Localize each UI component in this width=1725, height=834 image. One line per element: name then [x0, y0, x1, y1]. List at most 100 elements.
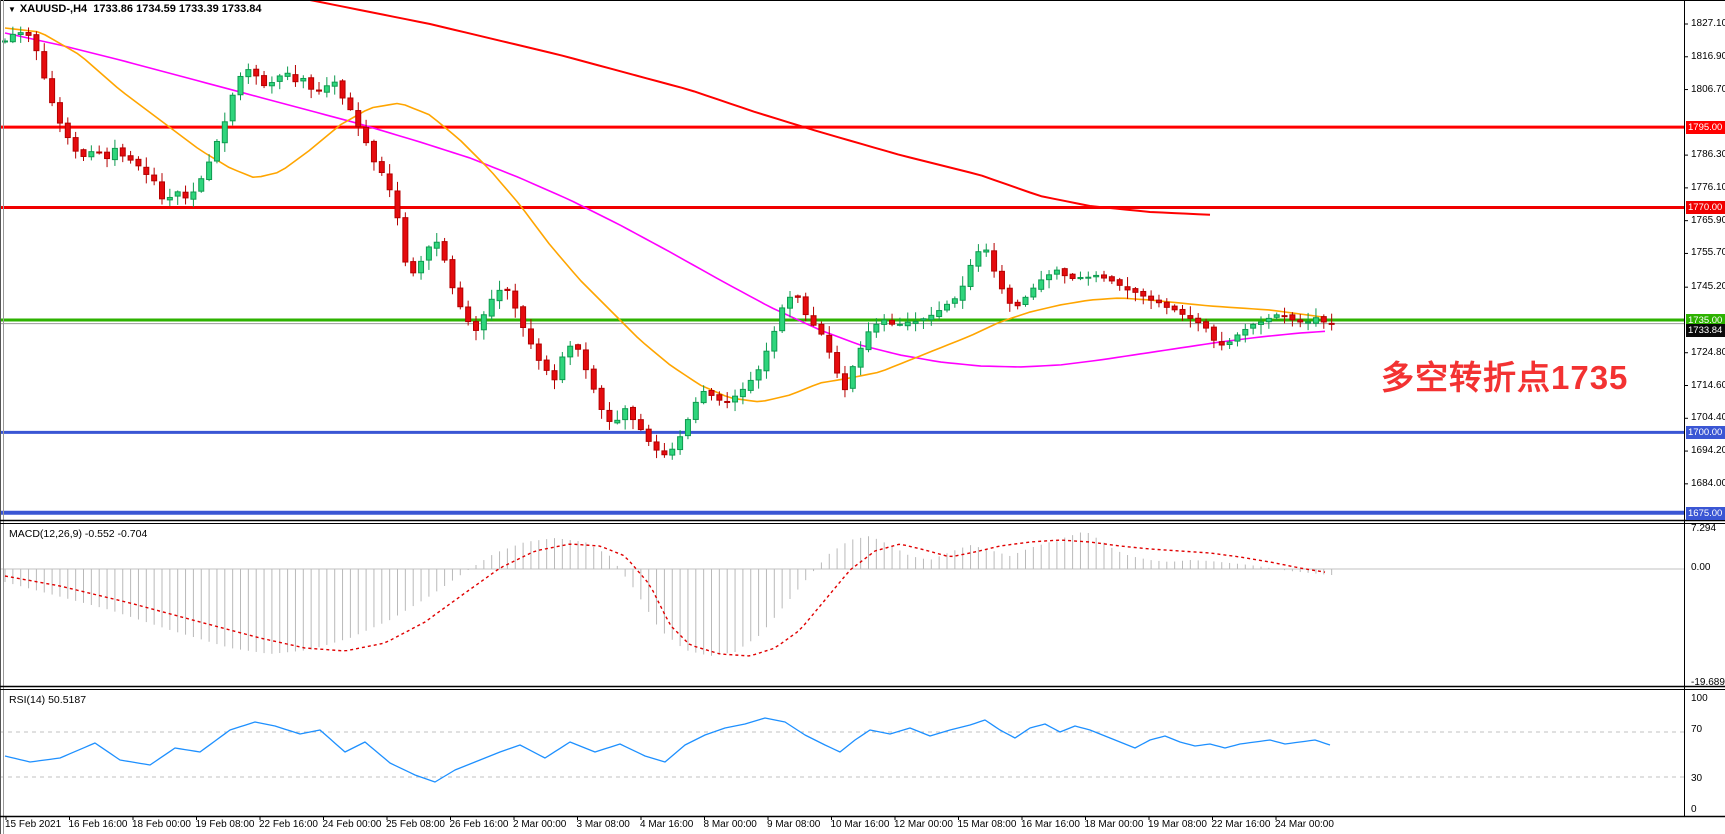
price-tick-label: 1755.70 — [1691, 247, 1725, 259]
candle-body — [590, 368, 597, 390]
candle-body — [527, 328, 534, 345]
candle-body — [17, 32, 24, 36]
candle-body — [951, 298, 958, 304]
candle-body — [661, 450, 668, 456]
candle-body — [865, 331, 872, 351]
candle-body — [1258, 321, 1264, 325]
trendline[interactable] — [309, 0, 1211, 216]
candle-body — [1038, 279, 1045, 290]
candle-body — [119, 147, 126, 157]
candle-body — [104, 151, 111, 160]
candle-body — [1030, 287, 1037, 298]
candle-body — [1101, 274, 1107, 279]
candle-body — [2, 40, 8, 43]
candle-body — [96, 151, 103, 154]
candle-body — [1234, 334, 1241, 342]
candle-body — [716, 394, 723, 401]
candle-body — [998, 270, 1005, 290]
chart-header: ▼ XAUUSD-,H4 1733.86 1734.59 1733.39 1733… — [8, 3, 262, 15]
rsi-scale-label: 70 — [1691, 724, 1703, 735]
rsi-scale-label: 30 — [1691, 773, 1703, 784]
candle-body — [1116, 279, 1123, 286]
macd-signal-line — [4, 539, 1326, 657]
candle-body — [1218, 341, 1225, 346]
candle-body — [1006, 287, 1013, 304]
candle-body — [535, 343, 542, 361]
candle-body — [425, 246, 432, 261]
candle-body — [677, 436, 684, 451]
candle-body — [488, 298, 495, 317]
macd-scale-label: 7.294 — [1691, 523, 1717, 534]
time-tick-label: 9 Mar 08:00 — [767, 819, 821, 830]
candle-body — [1210, 326, 1217, 341]
price-level-badge: 1733.84 — [1686, 323, 1725, 337]
price-tick-label: 1786.30 — [1691, 149, 1725, 161]
candle-body — [363, 126, 370, 144]
candle-body — [1124, 286, 1131, 291]
time-tick-label: 16 Mar 16:00 — [1021, 819, 1080, 830]
candle-body — [1069, 273, 1076, 279]
candle-body — [182, 191, 189, 199]
candle-body — [245, 69, 252, 78]
candle-body — [834, 352, 841, 374]
candle-body — [370, 140, 377, 163]
candle-body — [1108, 276, 1115, 282]
candle-body — [1195, 317, 1202, 324]
candle-body — [127, 155, 134, 161]
candle-body — [692, 401, 699, 420]
price-level-badge: 1700.00 — [1686, 426, 1725, 440]
collapse-triangle-icon[interactable]: ▼ — [8, 5, 16, 14]
candle-body — [323, 85, 330, 93]
candle-body — [166, 196, 173, 201]
price-tick-label: 1694.20 — [1691, 445, 1725, 457]
price-tick-label: 1776.10 — [1691, 181, 1725, 193]
candle-body — [284, 72, 291, 77]
candle-body — [732, 395, 739, 403]
candle-body — [826, 334, 833, 353]
candle-body — [308, 77, 315, 90]
candle-body — [41, 51, 48, 79]
candle-body — [787, 296, 793, 309]
candle-body — [1014, 301, 1021, 307]
candle-body — [763, 350, 770, 372]
candle-body — [206, 161, 213, 181]
candle-body — [1250, 323, 1257, 329]
candle-body — [347, 97, 354, 111]
price-tick-label: 1714.60 — [1691, 379, 1725, 391]
price-tick-label: 1724.80 — [1691, 346, 1725, 358]
candle-body — [1046, 274, 1053, 281]
candle-body — [253, 68, 260, 77]
candle-body — [221, 121, 228, 144]
candle-body — [33, 34, 40, 52]
candle-body — [928, 314, 935, 321]
candle-body — [896, 323, 903, 326]
ma-fast-line — [4, 27, 1326, 403]
time-tick-label: 3 Mar 08:00 — [576, 819, 630, 830]
candle-body — [394, 190, 401, 219]
candle-body — [1328, 322, 1335, 325]
time-tick-label: 22 Mar 16:00 — [1211, 819, 1271, 830]
candle-body — [276, 75, 283, 82]
candle-body — [480, 314, 487, 331]
candle-body — [1140, 290, 1147, 297]
candle-body — [457, 287, 464, 308]
candle-body — [410, 261, 417, 274]
rsi-indicator-label: RSI(14) 50.5187 — [9, 694, 87, 706]
price-level-badge: 1675.00 — [1686, 506, 1725, 520]
ma-slow-line — [4, 32, 1326, 368]
candle-body — [857, 347, 864, 368]
candle-body — [936, 310, 943, 318]
candle-body — [669, 448, 676, 456]
candle-body — [637, 419, 644, 431]
candle-body — [49, 78, 56, 104]
time-tick-label: 15 Mar 08:00 — [957, 819, 1017, 830]
chart-text-annotation[interactable]: 多空转折点1735 — [1381, 359, 1629, 396]
candle-body — [1163, 301, 1170, 308]
candle-body — [237, 75, 244, 96]
candle-body — [904, 321, 911, 327]
rsi-line — [4, 717, 1331, 783]
time-tick-label: 8 Mar 00:00 — [703, 819, 757, 830]
candle-body — [889, 319, 896, 325]
time-tick-label: 24 Mar 00:00 — [1275, 819, 1334, 830]
